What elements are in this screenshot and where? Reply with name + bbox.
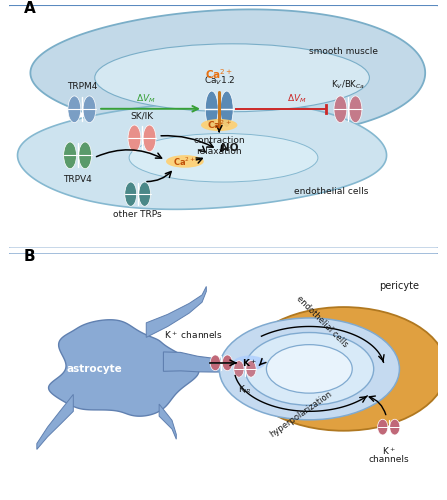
Ellipse shape (83, 96, 96, 122)
Ellipse shape (63, 142, 76, 169)
Text: contraction: contraction (194, 136, 245, 145)
Polygon shape (17, 102, 387, 210)
Ellipse shape (79, 142, 92, 169)
Ellipse shape (220, 91, 233, 128)
Text: channels: channels (368, 455, 409, 464)
Text: relaxation: relaxation (196, 147, 242, 156)
Ellipse shape (246, 360, 256, 377)
Ellipse shape (233, 356, 266, 370)
FancyBboxPatch shape (4, 252, 443, 496)
Text: hyperpolarization: hyperpolarization (268, 389, 333, 438)
Ellipse shape (378, 419, 388, 435)
Ellipse shape (139, 182, 151, 206)
FancyBboxPatch shape (4, 5, 443, 248)
Polygon shape (146, 286, 207, 338)
Text: $\Delta V_M$: $\Delta V_M$ (136, 92, 156, 105)
Text: smooth muscle: smooth muscle (309, 46, 378, 56)
Ellipse shape (129, 134, 318, 182)
Ellipse shape (166, 155, 204, 168)
Ellipse shape (334, 96, 347, 122)
Ellipse shape (219, 318, 400, 420)
Text: TRPM4: TRPM4 (67, 82, 97, 91)
Ellipse shape (143, 125, 156, 152)
Ellipse shape (210, 355, 220, 370)
Text: NO: NO (221, 143, 239, 153)
Ellipse shape (128, 125, 141, 152)
Text: $\Delta V_M$: $\Delta V_M$ (287, 92, 306, 105)
Polygon shape (164, 352, 236, 372)
Text: K$^+$ channels: K$^+$ channels (164, 330, 223, 341)
Text: K$_V$/BK$_{Ca}$: K$_V$/BK$_{Ca}$ (331, 78, 365, 91)
Ellipse shape (349, 96, 362, 122)
Ellipse shape (240, 307, 447, 430)
Polygon shape (49, 320, 199, 416)
Text: astrocyte: astrocyte (67, 364, 122, 374)
Ellipse shape (125, 182, 137, 206)
Polygon shape (30, 10, 425, 136)
Ellipse shape (205, 91, 218, 128)
Text: endothelial cells: endothelial cells (295, 294, 350, 349)
Text: other TRPs: other TRPs (114, 210, 162, 219)
Text: K$^+$: K$^+$ (242, 357, 257, 368)
Polygon shape (159, 404, 176, 439)
Text: K$_{IR}$: K$_{IR}$ (238, 384, 252, 396)
Text: K$^+$: K$^+$ (382, 446, 396, 457)
Text: SK/IK: SK/IK (131, 111, 153, 120)
Ellipse shape (266, 344, 352, 393)
Text: Ca$^{2+}$: Ca$^{2+}$ (207, 119, 232, 131)
Ellipse shape (222, 355, 232, 370)
Text: A: A (24, 2, 36, 16)
Polygon shape (37, 394, 73, 450)
Text: TRPV4: TRPV4 (63, 175, 92, 184)
Text: Ca$_V$1.2: Ca$_V$1.2 (203, 74, 235, 87)
Text: Ca$^{2+}$: Ca$^{2+}$ (173, 155, 197, 168)
Ellipse shape (234, 360, 244, 377)
Ellipse shape (201, 119, 237, 131)
Ellipse shape (390, 419, 400, 435)
Ellipse shape (245, 332, 374, 406)
Text: pericyte: pericyte (380, 282, 419, 292)
Text: B: B (24, 249, 36, 264)
Ellipse shape (95, 44, 369, 112)
Text: endothelial cells: endothelial cells (294, 187, 368, 196)
Text: Ca$^{2+}$: Ca$^{2+}$ (205, 67, 233, 81)
Ellipse shape (68, 96, 81, 122)
